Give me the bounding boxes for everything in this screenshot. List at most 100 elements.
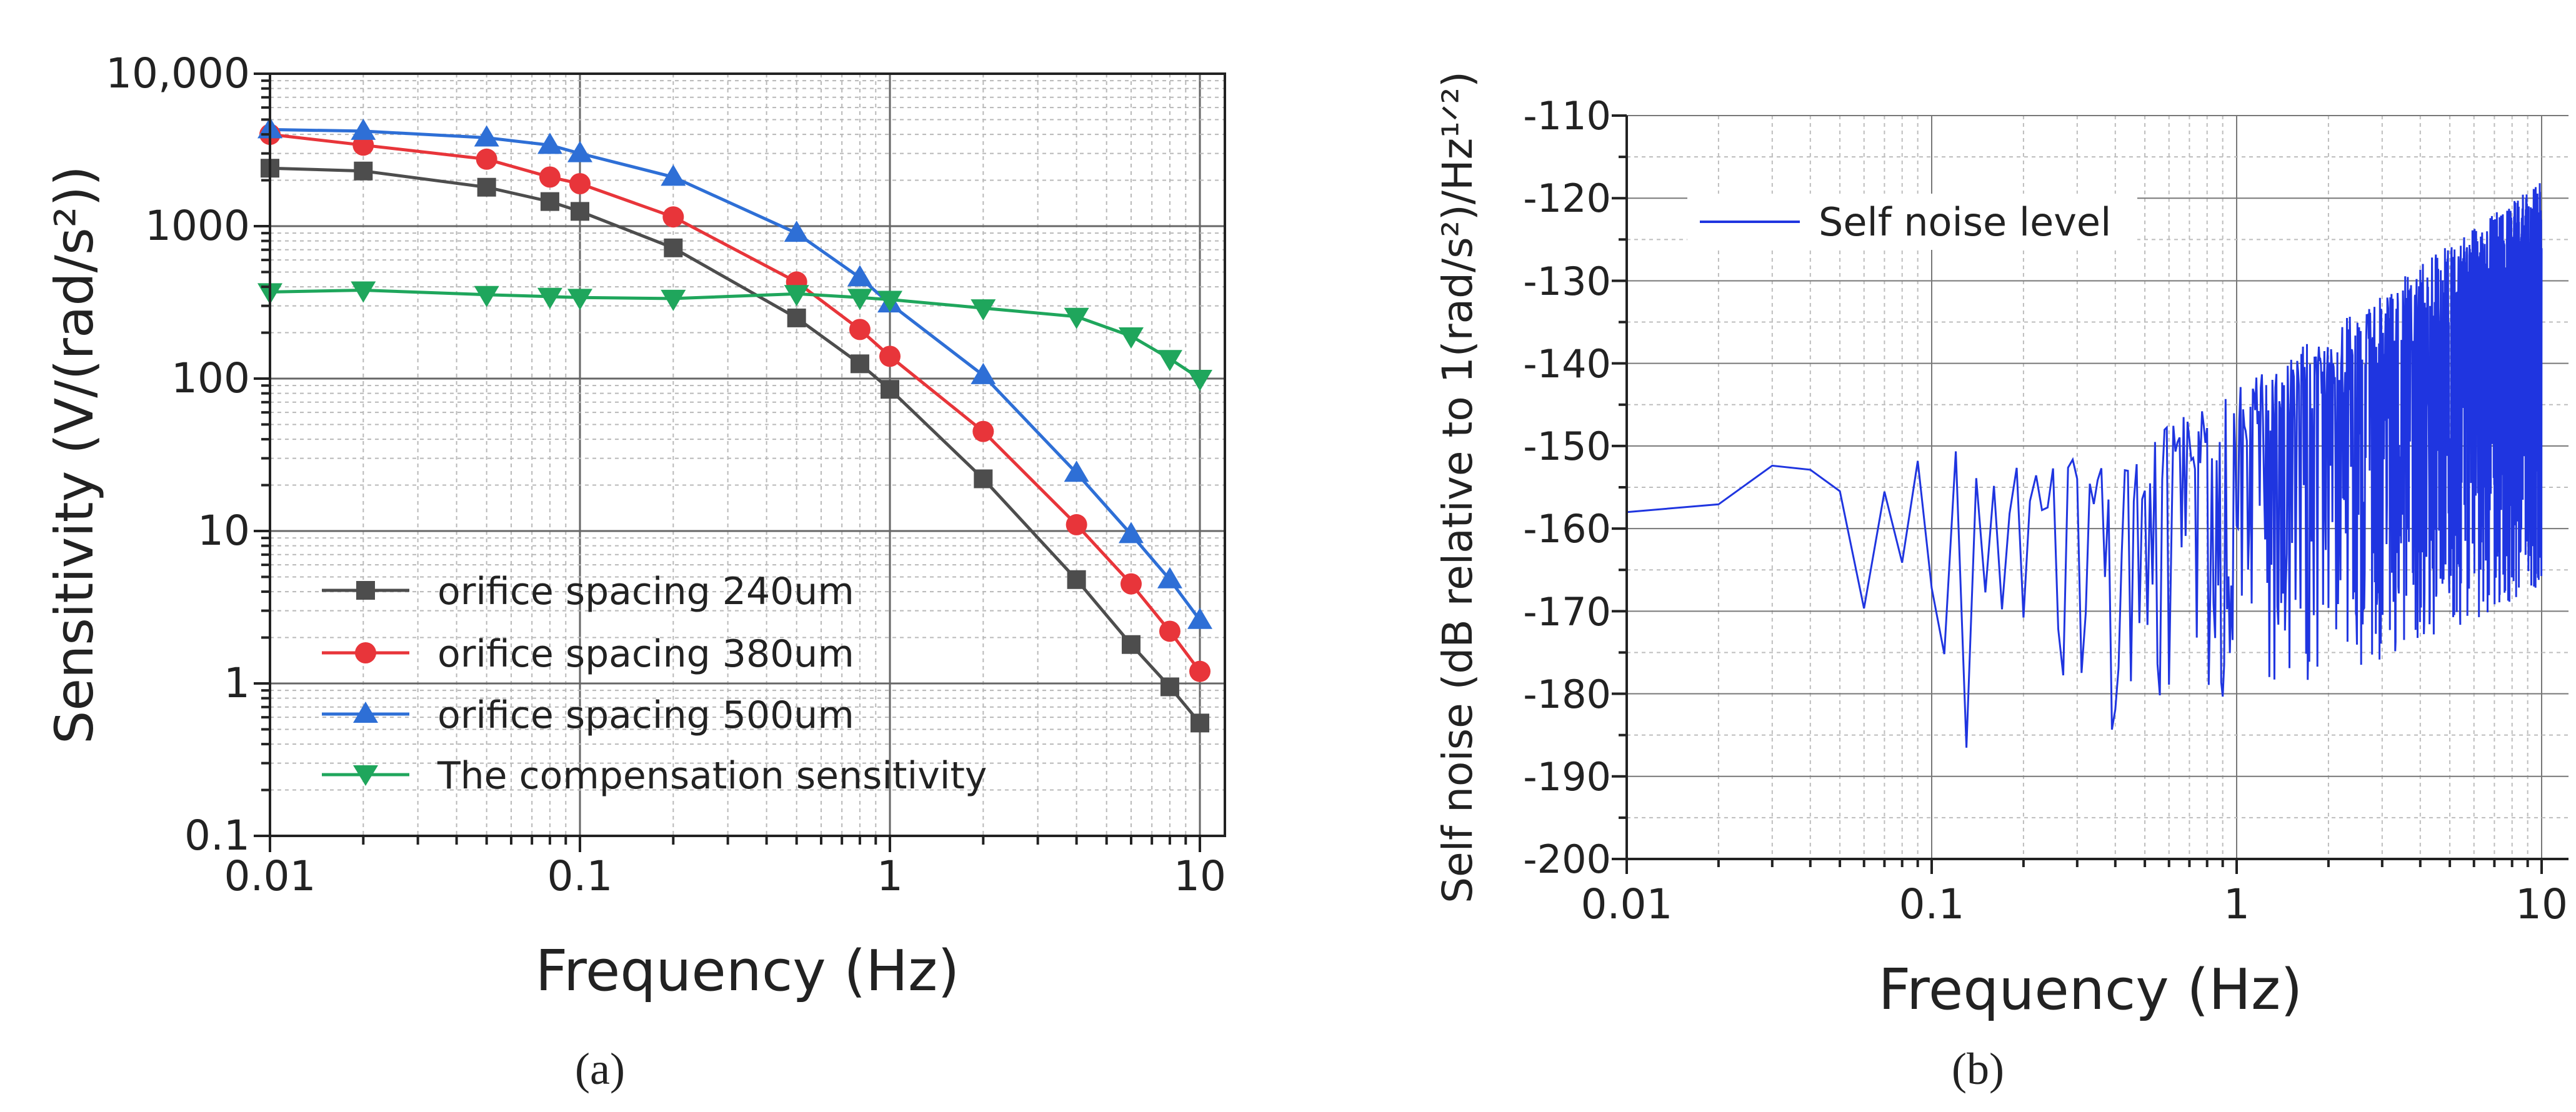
chart-a-y-tick-label: 1000 xyxy=(145,202,250,250)
chart-b-x-axis-title: Frequency (Hz) xyxy=(1879,957,2303,1023)
data-point xyxy=(850,354,869,374)
data-point xyxy=(1160,677,1179,697)
data-point xyxy=(1159,620,1181,642)
legend-label: The compensation sensitivity xyxy=(437,754,987,798)
data-point xyxy=(974,469,993,489)
data-point xyxy=(1066,514,1087,535)
data-point xyxy=(567,141,592,162)
legend-item: orifice spacing 380um xyxy=(322,632,854,676)
data-point xyxy=(1187,607,1212,629)
legend-label: orifice spacing 240um xyxy=(437,570,854,613)
chart-b-y-axis-title: Self noise (dB relative to 1(rad/s²)/Hz¹… xyxy=(1434,71,1482,903)
chart-a-x-axis-title: Frequency (Hz) xyxy=(536,938,960,1004)
chart-b-x-tick-label: 10 xyxy=(2515,880,2568,928)
data-point xyxy=(1118,522,1144,544)
chart-a-y-tick-label: 10 xyxy=(197,507,250,555)
legend-item: The compensation sensitivity xyxy=(322,754,987,798)
chart-b-y-tick-label: -200 xyxy=(1523,836,1611,882)
data-point xyxy=(784,221,809,242)
data-point xyxy=(1120,573,1142,595)
legend-item: orifice spacing 500um xyxy=(322,693,854,737)
legend-label: orifice spacing 500um xyxy=(437,693,854,737)
chart-b-y-tick-label: -130 xyxy=(1523,259,1611,304)
chart-b-axis-ticks xyxy=(1612,114,2543,874)
chart-b-noise-trace xyxy=(1626,183,2543,748)
data-point xyxy=(571,202,589,221)
legend-triangle-up-marker xyxy=(353,702,378,723)
chart-a-axis-ticks xyxy=(254,72,1201,852)
data-point xyxy=(1067,570,1086,589)
chart-a-y-tick-label: 100 xyxy=(171,354,250,402)
data-point xyxy=(537,287,562,309)
chart-b-y-tick-label: -160 xyxy=(1523,506,1611,552)
data-point xyxy=(1121,635,1141,654)
chart-a-grid xyxy=(269,74,1225,837)
chart-a-x-tick-label: 1 xyxy=(877,852,903,900)
legend-label: Self noise level xyxy=(1819,199,2111,245)
chart-b-y-tick-label: -140 xyxy=(1523,341,1611,387)
data-point xyxy=(351,118,376,140)
data-point xyxy=(540,192,559,211)
chart-a-x-tick-label: 10 xyxy=(1174,852,1226,900)
chart-b-legend: Self noise level xyxy=(1687,194,2137,250)
chart-a-x-tick-label: 0.01 xyxy=(224,852,316,900)
data-point xyxy=(881,380,899,399)
data-point xyxy=(474,285,499,307)
series-line-2 xyxy=(269,127,1202,622)
data-point xyxy=(351,281,376,303)
chart-a-y-tick-label: 10,000 xyxy=(106,49,250,97)
chart-b-y-tick-label: -110 xyxy=(1523,93,1611,139)
chart-b-y-tick-label: -150 xyxy=(1523,424,1611,469)
data-point xyxy=(1064,307,1089,329)
chart-b-x-tick-label: 1 xyxy=(2224,880,2250,928)
legend-circle-marker xyxy=(355,642,376,663)
data-point xyxy=(662,206,684,228)
legend-item: orifice spacing 240um xyxy=(322,570,854,613)
data-point xyxy=(847,289,872,310)
data-point xyxy=(569,172,591,194)
data-point xyxy=(476,148,497,170)
chart-a-caption: (a) xyxy=(575,1044,625,1094)
legend-label: orifice spacing 380um xyxy=(437,632,854,676)
chart-b-y-tick-label: -190 xyxy=(1523,754,1611,800)
data-point xyxy=(971,299,996,321)
chart-b-y-tick-label: -180 xyxy=(1523,672,1611,717)
chart-a-y-axis-title: Sensitivity (V/(rad/s²)) xyxy=(44,166,105,744)
data-point xyxy=(1118,327,1144,349)
legend-triangle-down-marker xyxy=(353,765,378,786)
data-point xyxy=(1064,460,1089,482)
chart-b-x-tick-label: 0.1 xyxy=(1899,880,1965,928)
chart-a-legend: orifice spacing 240um orifice spacing 38… xyxy=(322,570,987,798)
data-point xyxy=(474,125,499,147)
data-point xyxy=(1157,567,1182,588)
chart-b: 0.01 0.1 1 10 -200 -190 -180 -170 -160 -… xyxy=(1434,71,2569,1094)
data-point xyxy=(567,289,592,310)
series-line-3 xyxy=(269,288,1201,380)
legend-square-marker xyxy=(356,581,375,600)
data-point xyxy=(661,289,686,311)
data-point xyxy=(354,161,373,181)
chart-b-x-tick-label: 0.01 xyxy=(1581,880,1673,928)
series-line-1 xyxy=(269,132,1202,673)
chart-a-x-tick-label: 0.1 xyxy=(547,852,613,900)
data-point xyxy=(1187,370,1212,391)
data-point xyxy=(1157,350,1182,372)
data-point xyxy=(849,319,871,340)
chart-b-caption: (b) xyxy=(1952,1044,2004,1094)
chart-b-y-tick-label: -120 xyxy=(1523,176,1611,221)
chart-a-y-tick-label: 0.1 xyxy=(184,812,250,860)
chart-b-y-tick-label: -170 xyxy=(1523,589,1611,635)
data-point xyxy=(847,265,872,287)
data-point xyxy=(661,164,686,186)
data-point xyxy=(537,132,562,154)
data-point xyxy=(971,362,996,384)
data-point xyxy=(1191,713,1209,733)
chart-a: 0.01 0.1 1 10 0.1 1 10 100 1000 10,000 F… xyxy=(44,49,1226,1094)
chart-a-y-tick-label: 1 xyxy=(224,659,250,707)
data-point xyxy=(539,166,561,188)
data-point xyxy=(664,238,683,257)
chart-a-plot-frame xyxy=(269,72,1226,837)
data-point xyxy=(477,177,496,197)
data-point xyxy=(972,420,994,442)
